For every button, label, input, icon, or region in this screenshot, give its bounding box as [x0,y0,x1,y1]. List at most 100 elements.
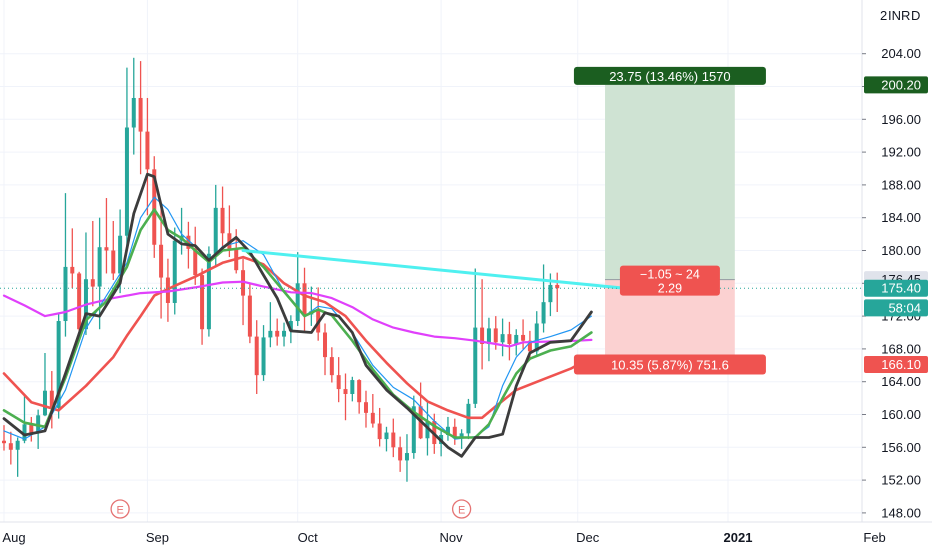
time-tick-label: Sep [146,530,169,545]
candle-body [357,380,362,403]
trendline-segment[interactable] [241,249,634,291]
candle-body [90,279,95,287]
time-tick-label: 2021 [724,530,753,545]
candle-body [247,295,252,337]
time-tick-label: Nov [440,530,464,545]
price-tick-label: 184.00 [881,210,921,225]
stop-label: 10.35 (5.87%) 751.6 [611,357,729,372]
candle-body [493,328,498,343]
currency-prefix: 2 [880,8,887,23]
currency-header[interactable]: 2 INR D [880,8,920,23]
candle-body [70,266,75,274]
candle-body [36,415,41,433]
candle-body [77,273,82,330]
candle-body [370,412,375,424]
profit-zone[interactable] [605,84,735,280]
candle-body [411,406,416,454]
price-label: 166.10 [881,357,921,372]
price-label: 175.40 [881,281,921,296]
earnings-marker-label: E [458,505,465,517]
candle-body [377,423,382,440]
price-tick-label: 156.00 [881,440,921,455]
candle-body [404,453,409,461]
candle-body [302,283,307,315]
candle-body [15,440,20,450]
candle-body [425,421,430,439]
price-label-bg [864,76,928,94]
candle-body [22,424,27,441]
candle-body [8,443,13,450]
candle-body [186,235,191,249]
candle-body [452,426,457,439]
trendline[interactable] [0,249,862,291]
price-tick-label: 196.00 [881,112,921,127]
moving-average-line [2,208,593,439]
moving-average-line [2,255,593,420]
price-tick-label: 152.00 [881,473,921,488]
target-label-bg [573,66,766,85]
candle-body [206,253,211,330]
candle-body [534,323,539,352]
candle-body [261,337,266,376]
candle-body [363,402,368,413]
candle-body [49,390,54,408]
earnings-marker-circle[interactable] [110,499,130,519]
candle-body [391,432,396,448]
candle-body [507,334,512,344]
candle-body [384,432,389,440]
candle-body [336,375,341,390]
price-axis[interactable]: 148.00152.00156.00160.00164.00168.00172.… [861,0,932,550]
price-tick-label: 180.00 [881,243,921,258]
price-tick-label: 148.00 [881,505,921,520]
candle-body [268,330,273,338]
price-label-bg [864,299,928,317]
candle-body [282,330,287,337]
candle-body [111,250,116,274]
stop-label-bg [573,354,766,375]
price-tick-label: 168.00 [881,341,921,356]
candle-body [42,390,47,416]
candle-body [288,321,293,331]
candle-body [555,284,560,289]
target-label: 23.75 (13.46%) 1570 [609,69,730,84]
candle-body [480,327,485,344]
candle-body [241,270,246,296]
candle-body [159,244,164,278]
price-label-bg [864,355,928,373]
time-tick-label: Dec [576,530,600,545]
candle-body [172,240,177,303]
moving-average-line [2,172,593,458]
time-tick-label: Oct [298,530,319,545]
price-tick-label: 204.00 [881,46,921,61]
candle-body [56,321,61,408]
price-label: 58:04 [888,300,921,315]
earnings-marker-circle[interactable] [451,499,472,519]
candle-body [473,327,478,404]
candle-body [323,332,328,358]
position-zones [605,84,735,365]
candle-body [343,389,348,394]
earnings-marker-label: E [116,505,123,517]
candle-body [131,97,136,128]
candle-body [2,440,6,444]
time-axis[interactable]: Aug Sep Oct Nov Dec 2021 Feb [0,521,932,545]
price-tick-label: 188.00 [881,177,921,192]
center-label-line1: −1.05 ~ 24 [640,268,700,282]
candle-body [527,340,532,352]
price-tick-label: 192.00 [881,145,921,160]
time-tick-label: Feb [863,530,885,545]
price-tick-label: 164.00 [881,374,921,389]
candle-body [29,424,34,433]
candle-body [193,248,198,276]
candle-body [118,235,123,274]
candle-body [200,275,205,330]
candle-body [500,334,505,343]
currency-label: INR [888,8,910,23]
center-label-line2: 2.29 [658,282,682,296]
moving-average-line [2,280,593,348]
candle-body [220,207,225,234]
